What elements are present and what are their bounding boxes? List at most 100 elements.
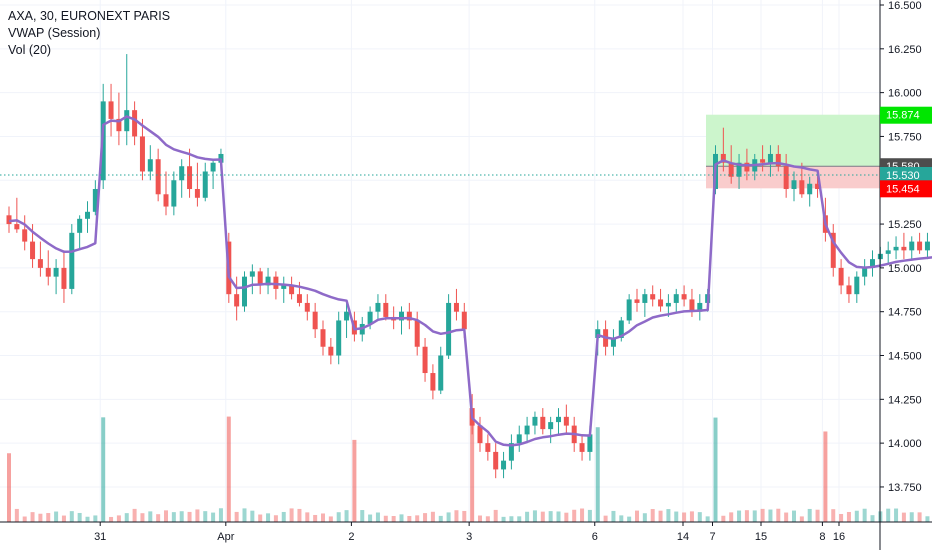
volume-bar [572,509,577,522]
volume-bar [925,516,930,522]
candle-body [422,346,428,374]
volume-bar [689,511,694,522]
candle-body [179,166,185,181]
volume-bar [815,509,820,522]
candle-body [139,136,145,172]
volume-bar [54,511,59,522]
candle-body [917,241,923,251]
candle-body [618,320,624,338]
volume-bar [580,508,585,522]
candle-body [901,246,907,251]
volume-bar [391,515,396,522]
candle-body [202,171,208,198]
loss-zone[interactable] [706,166,880,189]
volume-bar [501,516,506,522]
candle-body [477,425,483,444]
candle-body [767,153,773,163]
volume-bar [148,511,153,522]
position-zones [706,114,880,189]
candle-body [556,416,561,423]
x-tick-label: 14 [677,531,689,543]
price-badge-label: 15.530 [886,170,920,182]
candle-body [807,183,813,195]
profit-zone[interactable] [706,114,880,167]
volume-bar [470,417,475,522]
volume-bar [807,508,812,522]
volume-bar [140,513,145,522]
candle-body [815,183,821,190]
candle-body [650,294,656,300]
volume-bar [642,513,647,522]
candle-body [610,337,616,347]
candle-body [304,302,310,312]
volume-bar [109,516,114,522]
candle-body [171,180,177,207]
candle-body [53,267,59,277]
price-badge [880,166,932,184]
candle-body [587,434,593,452]
x-tick-label: 31 [94,531,106,543]
volume-bar [30,512,35,522]
volume-bar [352,439,357,522]
volume-bar [415,515,420,522]
candle-body [414,320,420,347]
candle-body [728,162,734,177]
volume-bar [737,510,742,522]
y-tick-label: 14.250 [888,394,922,406]
volume-bar [619,515,624,522]
candle-body [453,302,459,312]
volume-bar [93,515,98,522]
candle-body [791,180,797,190]
volume-bar [846,511,851,522]
legend-symbol[interactable]: AXA, 30, EURONEXT PARIS [8,9,171,23]
volume-bar [517,516,522,522]
candle-body [69,232,75,289]
price-axis[interactable]: 16.50016.25016.00015.75015.50015.25015.0… [879,0,922,550]
candle-body [281,285,287,289]
vwap-path [8,115,932,447]
chart-legend: AXA, 30, EURONEXT PARIS VWAP (Session) V… [8,8,170,59]
y-tick-label: 16.250 [888,44,922,56]
volume-bar [344,510,349,522]
candle-body [579,443,585,452]
x-tick-label: 8 [819,531,825,543]
volume-bar [438,515,443,522]
candle-body [485,443,491,452]
volume-bar [266,513,271,522]
legend-volume[interactable]: Vol (20) [8,43,52,57]
candle-body [430,373,436,391]
volume-bar [462,510,467,522]
candle-body [736,162,742,177]
candle-body [532,416,538,426]
x-tick-label: 3 [466,531,472,543]
volume-bar [556,511,561,522]
candle-body [375,302,381,312]
volume-bar [234,511,239,522]
volume-bar [831,509,836,522]
candle-body [399,311,404,321]
y-tick-label: 15.750 [888,131,922,143]
volume-bar [101,417,106,522]
candle-body [194,189,200,198]
volume-bar [368,514,373,522]
time-axis[interactable]: 31Apr236789141516 [0,521,932,543]
volume-bar [776,508,781,522]
candle-body [563,416,569,426]
volume-bar [430,511,435,522]
candle-body [163,194,169,207]
legend-vwap[interactable]: VWAP (Session) [8,26,101,40]
volume-bar [360,510,365,522]
candle-body [92,189,98,212]
candle-body [289,285,295,295]
volume-bar [509,516,514,522]
candle-body [6,215,12,225]
candle-body [187,166,193,190]
volume-bar [760,508,765,522]
volume-bar [85,516,90,522]
volume-bar [171,512,176,522]
candle-body [720,153,726,163]
candle-body [508,443,514,461]
volume-bar [454,510,459,522]
volume-bar [218,508,223,522]
